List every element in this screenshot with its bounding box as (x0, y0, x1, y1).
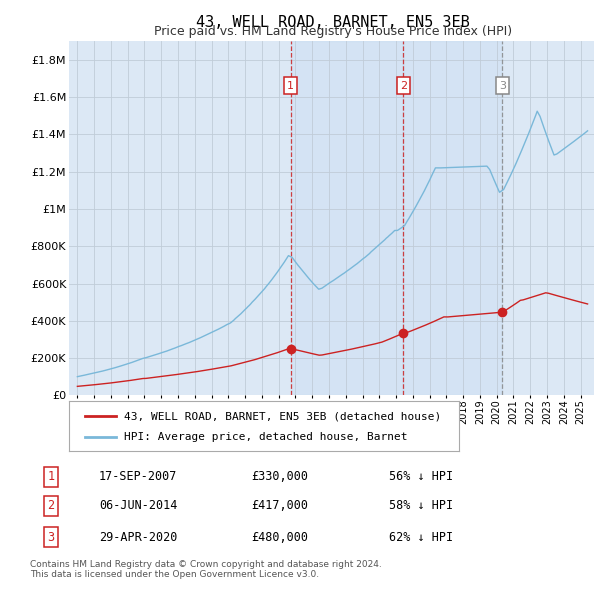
Text: 58% ↓ HPI: 58% ↓ HPI (389, 499, 453, 513)
Text: 3: 3 (47, 530, 55, 543)
Text: 1: 1 (287, 81, 294, 90)
Bar (291, 41, 403, 395)
Bar (403, 41, 502, 395)
Text: Contains HM Land Registry data © Crown copyright and database right 2024.
This d: Contains HM Land Registry data © Crown c… (30, 560, 382, 579)
Text: 43, WELL ROAD, BARNET, EN5 3EB (detached house): 43, WELL ROAD, BARNET, EN5 3EB (detached… (124, 411, 441, 421)
Text: HPI: Average price, detached house, Barnet: HPI: Average price, detached house, Barn… (124, 432, 407, 442)
Text: 17-SEP-2007: 17-SEP-2007 (99, 470, 178, 483)
Text: £330,000: £330,000 (251, 470, 308, 483)
Text: Price paid vs. HM Land Registry's House Price Index (HPI): Price paid vs. HM Land Registry's House … (154, 25, 512, 38)
Text: 2: 2 (400, 81, 407, 90)
Text: 62% ↓ HPI: 62% ↓ HPI (389, 530, 453, 543)
Text: £417,000: £417,000 (251, 499, 308, 513)
Text: 06-JUN-2014: 06-JUN-2014 (99, 499, 178, 513)
Text: £480,000: £480,000 (251, 530, 308, 543)
Text: 1: 1 (47, 470, 55, 483)
Text: 2: 2 (47, 499, 55, 513)
Text: 43, WELL ROAD, BARNET, EN5 3EB: 43, WELL ROAD, BARNET, EN5 3EB (196, 15, 470, 30)
Text: 56% ↓ HPI: 56% ↓ HPI (389, 470, 453, 483)
Text: 3: 3 (499, 81, 506, 90)
Text: 29-APR-2020: 29-APR-2020 (99, 530, 178, 543)
